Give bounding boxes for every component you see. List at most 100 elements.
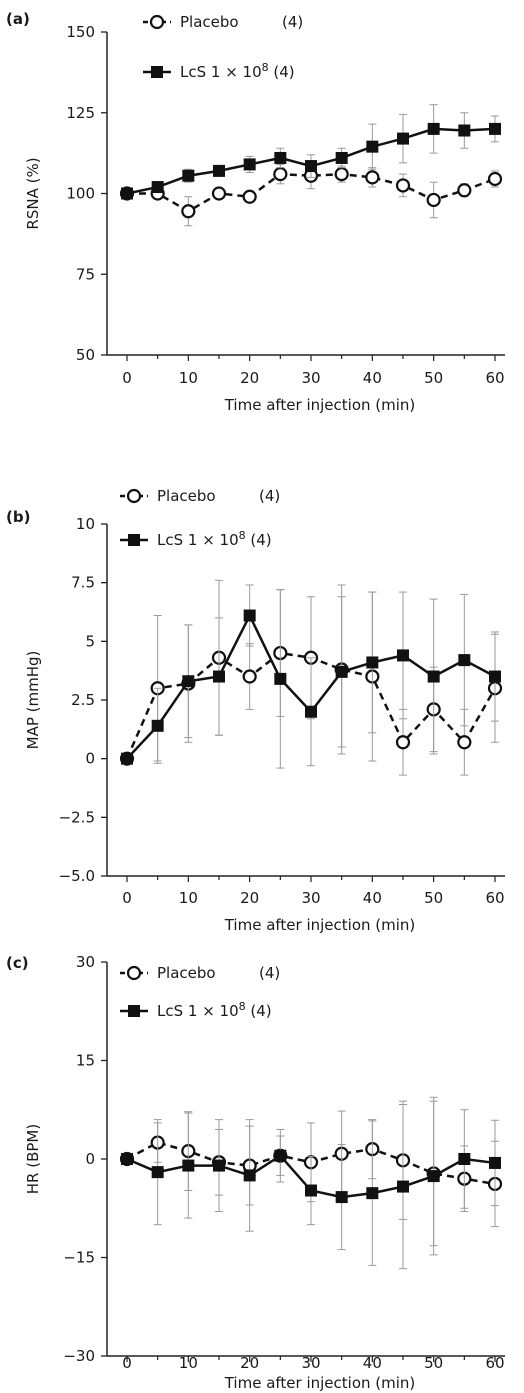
legend-marker [128, 1005, 140, 1017]
x-axis-title: Time after injection (min) [224, 1374, 416, 1392]
legend-n: (4) [259, 487, 280, 505]
data-point [427, 1170, 440, 1183]
legend: Placebo (4) LcS 1 × 108 (4) [120, 964, 280, 1020]
y-axis-title: MAP (mmHg) [24, 651, 42, 750]
data-point [366, 1187, 379, 1200]
legend-label: Placebo [157, 964, 216, 982]
data-point [121, 752, 133, 765]
data-point [243, 609, 256, 622]
data-point [334, 167, 349, 182]
data-point [335, 1191, 348, 1204]
data-point [487, 171, 503, 187]
data-point [335, 151, 348, 164]
data-point [121, 187, 133, 200]
legend-marker [149, 14, 165, 30]
y-tick-label: 150 [66, 23, 95, 41]
legend-marker [126, 488, 142, 504]
data-point [397, 1180, 409, 1193]
data-point [243, 158, 256, 171]
data-point [458, 1153, 471, 1165]
data-point [366, 656, 379, 669]
y-tick-label: −2.5 [59, 808, 95, 826]
data-point [243, 1169, 256, 1182]
y-tick-label: −5.0 [59, 867, 95, 885]
series-lcs [121, 1096, 501, 1270]
data-point [305, 1184, 317, 1197]
y-axis-title: HR (BPM) [24, 1124, 42, 1194]
data-point [365, 170, 380, 185]
data-point [366, 140, 379, 153]
data-point [489, 122, 501, 135]
y-axis-title: RSNA (%) [24, 157, 42, 229]
data-point [273, 167, 288, 182]
legend-n: (4) [259, 964, 280, 982]
y-tick-label: 125 [66, 104, 95, 122]
data-point [458, 654, 471, 667]
data-point [489, 670, 501, 683]
legend-label: Placebo [157, 487, 216, 505]
data-point [213, 670, 225, 683]
data-point [395, 178, 411, 193]
data-point [181, 204, 196, 219]
x-axis-title: Time after injection (min) [224, 916, 416, 934]
legend: Placebo (4) LcS 1 × 108 (4) [120, 487, 280, 549]
x-tick-label: 20 [240, 1354, 259, 1372]
data-point [121, 1153, 133, 1165]
y-tick-label: 30 [76, 953, 95, 971]
x-tick-label: 10 [179, 889, 198, 907]
panel-label: (c) [6, 954, 29, 972]
x-tick-label: 30 [301, 1354, 320, 1372]
x-axis-title: Time after injection (min) [224, 396, 416, 414]
legend-n: (4) [282, 13, 303, 31]
data-point [397, 132, 409, 145]
legend-label: LcS 1 × 108 (4) [157, 529, 272, 549]
data-point [274, 151, 287, 164]
x-tick-label: 0 [122, 369, 132, 387]
x-tick-label: 10 [179, 369, 198, 387]
x-tick-label: 30 [301, 889, 320, 907]
data-point [458, 124, 471, 137]
data-point [426, 192, 441, 208]
chart-panel-1: (a) 50 75 100 125 150 0 10 20 30 40 50 60 Time after … [6, 10, 505, 414]
y-tick-label: −15 [63, 1249, 95, 1267]
data-point [427, 670, 440, 683]
chart-panel-3: (c) −30 −15 0 15 30 0 10 20 30 40 50 60 Time after in… [6, 953, 505, 1392]
data-point [242, 669, 257, 684]
data-point [151, 719, 164, 732]
data-point [305, 160, 317, 173]
x-tick-label: 0 [122, 889, 132, 907]
x-tick-label: 50 [424, 369, 443, 387]
x-tick-label: 20 [240, 889, 259, 907]
chart-panel-2: (b) −5.0 −2.5 0 2.5 5 7.5 10 0 10 20 30 40 50 60 Time a… [6, 487, 505, 934]
x-tick-label: 10 [179, 1354, 198, 1372]
data-point [274, 1149, 287, 1162]
data-point [305, 705, 317, 718]
legend-label: LcS 1 × 108 (4) [157, 1000, 272, 1020]
data-point [489, 1156, 501, 1169]
x-tick-label: 40 [363, 889, 382, 907]
data-point [213, 164, 225, 177]
data-point [182, 1159, 195, 1172]
y-tick-label: 5 [85, 632, 95, 650]
data-point [242, 189, 257, 204]
y-tick-label: 7.5 [71, 574, 95, 592]
data-point [213, 1159, 225, 1172]
legend: Placebo (4) LcS 1 × 108 (4) [143, 13, 303, 81]
legend-marker [128, 534, 140, 546]
data-point [457, 735, 472, 750]
series-lcs [121, 584, 501, 769]
x-tick-label: 60 [485, 369, 504, 387]
x-tick-label: 20 [240, 369, 259, 387]
x-tick-label: 40 [363, 369, 382, 387]
x-tick-label: 30 [301, 369, 320, 387]
data-point [182, 675, 195, 688]
data-point [397, 649, 409, 662]
y-tick-label: 50 [76, 346, 95, 364]
data-point [335, 665, 348, 678]
data-point [211, 186, 227, 201]
y-tick-label: 2.5 [71, 691, 95, 709]
data-point [395, 735, 411, 750]
data-point [151, 1166, 164, 1179]
y-tick-label: −30 [63, 1347, 95, 1365]
